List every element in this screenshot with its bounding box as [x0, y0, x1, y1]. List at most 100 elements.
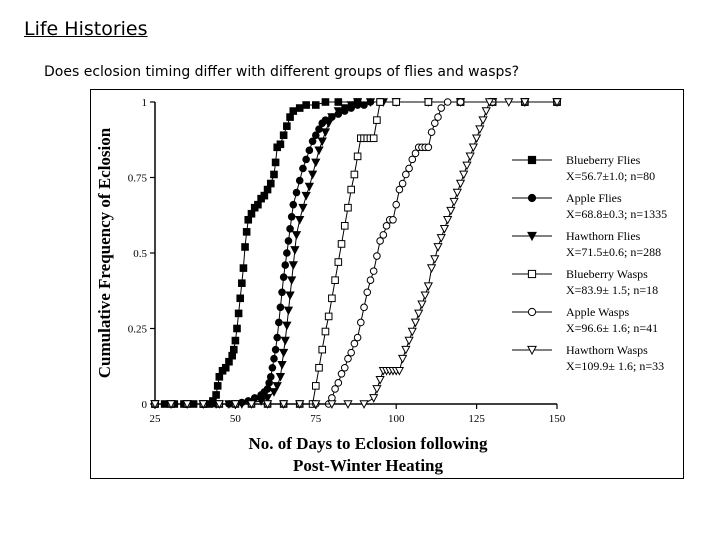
data-point — [527, 155, 537, 165]
data-point — [456, 98, 465, 106]
data-point — [279, 273, 288, 281]
data-point — [373, 116, 381, 124]
x-tick-label: 50 — [230, 413, 242, 425]
data-point — [315, 363, 323, 372]
data-point — [426, 264, 437, 273]
data-point — [327, 400, 337, 409]
data-point — [352, 98, 363, 107]
y-tick-label: 0 — [142, 399, 148, 411]
data-point — [417, 300, 427, 310]
series-line — [155, 101, 557, 405]
data-point — [334, 258, 343, 266]
data-point — [272, 382, 282, 391]
data-point — [449, 197, 459, 207]
data-point — [246, 400, 257, 409]
data-point — [229, 345, 238, 354]
legend-label: Hawthorn Flies — [566, 229, 641, 243]
x-tick-label: 100 — [388, 413, 405, 425]
data-point — [262, 400, 273, 409]
data-point — [397, 354, 408, 364]
legend-stats: X=109.9± 1.6; n=33 — [566, 359, 664, 373]
legend-item: Hawthorn Wasps X=109.9± 1.6; n=33 — [512, 343, 664, 373]
series-hawthorn-wasps — [150, 98, 562, 409]
data-point — [308, 137, 317, 146]
x-axis-label-line2: Post-Winter Heating — [293, 456, 443, 475]
data-point — [452, 188, 462, 198]
series-apple-wasps — [151, 98, 561, 408]
data-point — [266, 179, 275, 188]
data-point — [334, 98, 343, 106]
data-point — [446, 206, 456, 216]
data-point — [389, 215, 397, 224]
data-point — [427, 128, 436, 136]
data-point — [408, 155, 417, 164]
data-point — [327, 113, 337, 122]
chart-series — [150, 98, 562, 409]
data-point — [275, 373, 286, 382]
data-point — [443, 215, 453, 225]
x-axis-label-line1: No. of Days to Eclosion following — [249, 434, 488, 453]
y-tick-label: 0.5 — [133, 248, 147, 260]
legend-label: Apple Wasps — [566, 305, 629, 319]
data-point — [150, 400, 160, 409]
data-point — [285, 291, 295, 301]
data-point — [437, 104, 446, 112]
legend-stats: X=83.9± 1.5; n=18 — [566, 283, 658, 297]
series-line — [155, 101, 557, 405]
data-point — [340, 363, 349, 372]
data-point — [382, 222, 391, 230]
data-point — [504, 98, 514, 107]
data-point — [359, 400, 369, 409]
data-point — [278, 288, 286, 297]
data-point — [276, 140, 285, 149]
data-point — [462, 161, 472, 171]
data-point — [369, 394, 379, 403]
data-point — [369, 134, 378, 143]
data-point — [343, 400, 353, 409]
legend-label: Hawthorn Wasps — [566, 343, 648, 357]
data-point — [465, 152, 475, 162]
data-point — [347, 348, 355, 357]
data-point — [481, 107, 491, 116]
data-point — [375, 376, 385, 385]
data-point — [347, 185, 355, 194]
data-point — [283, 122, 291, 130]
data-point — [271, 345, 280, 354]
data-point — [527, 231, 537, 242]
data-point — [273, 333, 282, 342]
data-point — [295, 176, 304, 185]
data-point — [311, 400, 321, 409]
legend-label: Blueberry Wasps — [566, 267, 648, 281]
data-point — [279, 400, 289, 409]
data-point — [439, 225, 450, 234]
data-point — [214, 400, 224, 409]
data-point — [430, 255, 440, 264]
data-point — [443, 98, 452, 106]
x-tick-label: 125 — [468, 413, 485, 425]
data-point — [392, 98, 400, 106]
data-point — [301, 191, 311, 201]
data-point — [234, 309, 243, 318]
data-point — [276, 303, 285, 312]
legend-item: Blueberry Flies X=56.7±1.0; n=80 — [512, 153, 655, 183]
data-point — [266, 373, 275, 381]
data-point — [392, 200, 401, 209]
legend-item: Blueberry Wasps X=83.9± 1.5; n=18 — [512, 267, 658, 297]
data-point — [238, 279, 246, 287]
data-point — [292, 188, 301, 197]
data-point — [436, 234, 446, 243]
data-point — [346, 101, 356, 110]
data-point — [213, 382, 222, 390]
data-point — [344, 203, 352, 212]
data-point — [324, 312, 333, 321]
series-line — [155, 101, 557, 405]
data-point — [376, 98, 384, 106]
data-point — [312, 131, 320, 140]
data-point — [372, 385, 382, 394]
data-point — [411, 149, 420, 158]
series-hawthorn-flies — [150, 98, 562, 409]
data-point — [424, 98, 433, 106]
data-point — [212, 391, 220, 399]
legend-stats: X=68.8±0.3; n=1335 — [566, 207, 667, 221]
data-point — [269, 388, 279, 397]
